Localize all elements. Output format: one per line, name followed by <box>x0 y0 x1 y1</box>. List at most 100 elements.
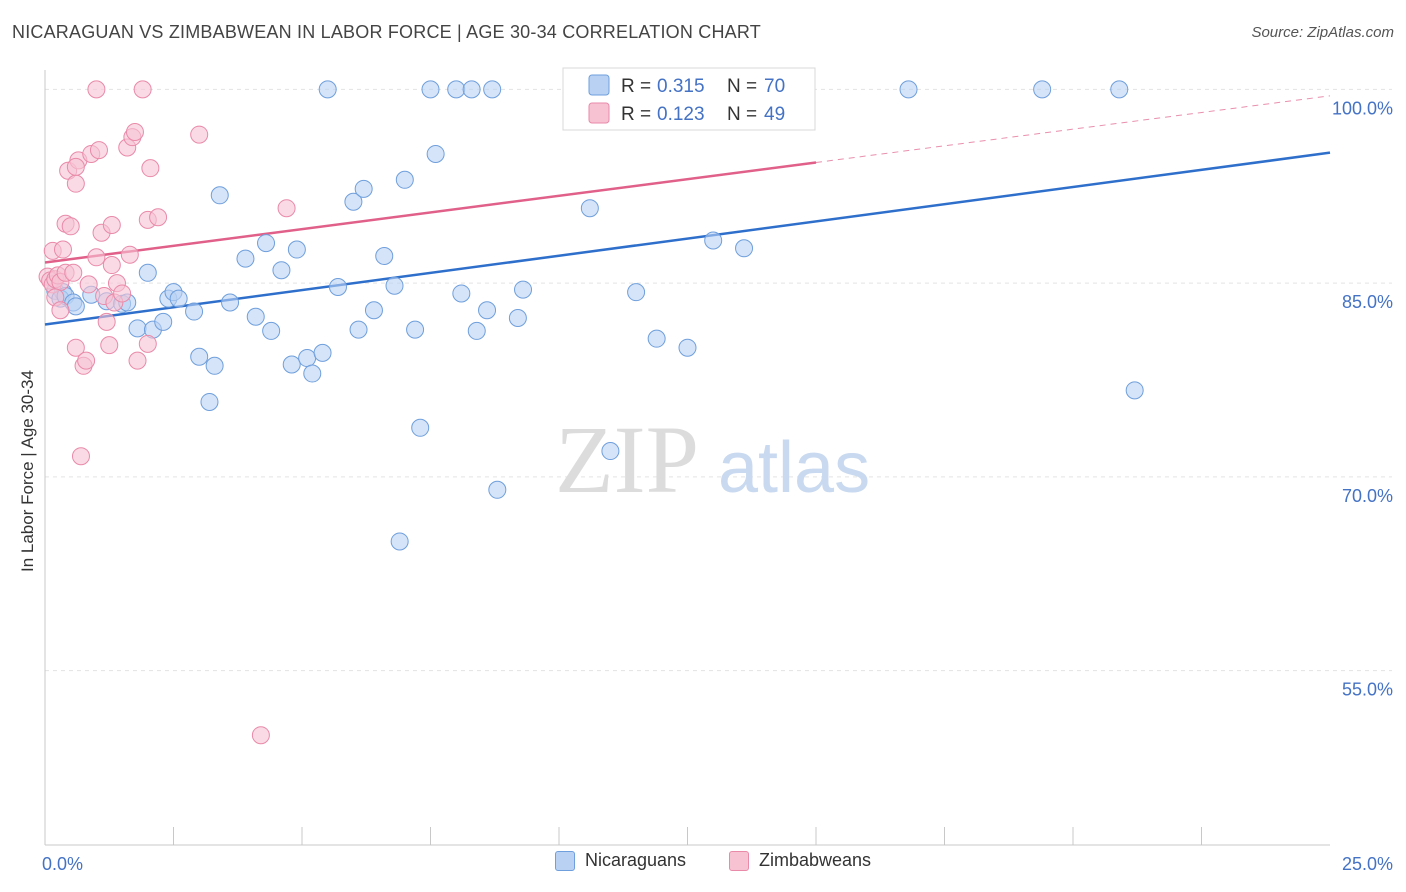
point-blue-22 <box>221 293 240 312</box>
point-pink-46 <box>87 80 106 99</box>
point-pink-34 <box>120 245 139 264</box>
point-pink-36 <box>125 123 144 141</box>
point-blue-24 <box>246 307 265 326</box>
point-blue-32 <box>313 343 332 362</box>
point-pink-17 <box>71 447 90 466</box>
point-pink-28 <box>102 216 121 234</box>
point-blue-16 <box>169 289 188 308</box>
point-blue-58 <box>601 442 620 461</box>
legend-r-value-1: 0.123 <box>657 104 705 125</box>
point-pink-26 <box>97 312 116 331</box>
y-tick-label-0: 100.0% <box>1332 98 1393 118</box>
point-pink-23 <box>89 141 108 160</box>
point-blue-54 <box>508 309 527 327</box>
point-blue-41 <box>390 532 409 551</box>
point-blue-5 <box>66 297 85 316</box>
point-blue-39 <box>375 247 394 265</box>
point-pink-38 <box>133 80 152 99</box>
point-blue-55 <box>514 280 533 299</box>
point-blue-62 <box>678 338 697 357</box>
watermark-atlas: atlas <box>718 428 870 508</box>
point-blue-20 <box>200 392 219 411</box>
legend-swatch-pink <box>729 850 749 871</box>
legend-n-value-1: 49 <box>764 104 785 125</box>
legend-n-label-1: N = <box>727 104 757 125</box>
tick-labels: 100.0% 85.0% 70.0% 55.0% 0.0% 25.0% <box>42 98 1393 874</box>
point-blue-48 <box>452 284 471 303</box>
point-blue-27 <box>272 261 291 280</box>
legend-r-label-1: R = <box>621 104 651 125</box>
point-blue-43 <box>406 320 425 339</box>
point-pink-48 <box>53 240 72 259</box>
legend-item-nicaraguans[interactable]: Nicaraguans <box>555 850 686 871</box>
point-blue-66 <box>899 80 918 99</box>
legend-n-label-0: N = <box>727 76 757 97</box>
point-pink-43 <box>190 125 209 144</box>
legend-top-swatch-blue <box>588 74 610 96</box>
point-blue-11 <box>138 263 157 282</box>
legend-bottom: Nicaraguans Zimbabweans <box>0 850 1406 880</box>
chart-title: NICARAGUAN VS ZIMBABWEAN IN LABOR FORCE … <box>12 22 761 42</box>
point-pink-13 <box>64 263 83 282</box>
trendlines <box>44 95 1331 326</box>
point-pink-12 <box>61 217 80 236</box>
point-blue-50 <box>467 321 486 340</box>
point-blue-28 <box>282 355 301 374</box>
point-blue-10 <box>128 319 147 338</box>
trendline-pink-dashed <box>815 95 1331 163</box>
point-blue-23 <box>236 249 255 268</box>
trendline-blue <box>44 151 1331 326</box>
point-blue-57 <box>580 199 599 218</box>
point-pink-8 <box>51 301 70 320</box>
y-tick-label-3: 55.0% <box>1342 680 1393 700</box>
point-pink-37 <box>128 351 147 370</box>
y-axis-label: In Labor Force | Age 30-34 <box>18 370 37 572</box>
point-blue-45 <box>421 80 440 99</box>
point-blue-68 <box>1110 80 1129 99</box>
point-blue-64 <box>704 231 723 250</box>
point-blue-26 <box>262 321 281 340</box>
point-blue-33 <box>328 278 347 296</box>
point-blue-44 <box>411 418 430 437</box>
point-blue-42 <box>395 170 414 189</box>
point-blue-40 <box>385 276 404 295</box>
point-blue-38 <box>364 301 383 320</box>
point-pink-15 <box>66 174 85 193</box>
point-pink-19 <box>77 351 96 370</box>
point-pink-41 <box>141 159 160 178</box>
point-pink-45 <box>277 199 296 218</box>
point-blue-69 <box>1125 381 1144 400</box>
legend-item-zimbabweans[interactable]: Zimbabweans <box>729 850 871 871</box>
point-blue-59 <box>627 283 646 302</box>
point-blue-52 <box>483 80 502 99</box>
watermark: ZIP atlas <box>555 406 870 513</box>
legend-label-nicaraguans: Nicaraguans <box>585 850 687 870</box>
point-blue-53 <box>488 480 507 499</box>
trendline-pink <box>44 161 817 264</box>
point-pink-20 <box>79 275 98 294</box>
point-blue-31 <box>303 364 322 383</box>
x-tick-label-1: 25.0% <box>1342 854 1393 874</box>
point-blue-18 <box>190 347 209 366</box>
point-pink-42 <box>149 208 168 227</box>
point-blue-19 <box>205 356 224 375</box>
legend-top: R = 0.315 N = 70 R = 0.123 N = 49 <box>562 67 816 131</box>
point-blue-49 <box>462 80 481 99</box>
point-pink-32 <box>113 284 132 303</box>
point-blue-13 <box>154 312 173 331</box>
point-pink-27 <box>100 336 119 355</box>
point-blue-34 <box>318 80 337 99</box>
point-blue-35 <box>344 192 363 211</box>
watermark-zip: ZIP <box>555 406 699 513</box>
legend-r-label-0: R = <box>621 76 651 97</box>
point-blue-30 <box>298 349 317 368</box>
y-tick-label-2: 70.0% <box>1342 486 1393 506</box>
points <box>38 80 1144 745</box>
point-blue-17 <box>185 302 204 321</box>
point-pink-22 <box>87 248 106 267</box>
legend-swatch-blue <box>555 850 575 871</box>
point-pink-44 <box>251 726 270 745</box>
point-blue-46 <box>426 144 445 163</box>
legend-r-value-0: 0.315 <box>657 76 705 97</box>
